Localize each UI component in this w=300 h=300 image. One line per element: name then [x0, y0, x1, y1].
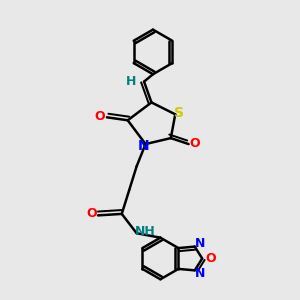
- Text: S: S: [174, 106, 184, 120]
- Text: O: O: [86, 207, 97, 220]
- Text: O: O: [190, 137, 200, 150]
- Text: N: N: [195, 237, 205, 250]
- Text: O: O: [94, 110, 105, 123]
- Text: H: H: [125, 74, 136, 88]
- Text: NH: NH: [135, 225, 155, 238]
- Text: N: N: [195, 267, 205, 280]
- Text: N: N: [138, 139, 150, 152]
- Text: O: O: [206, 252, 216, 265]
